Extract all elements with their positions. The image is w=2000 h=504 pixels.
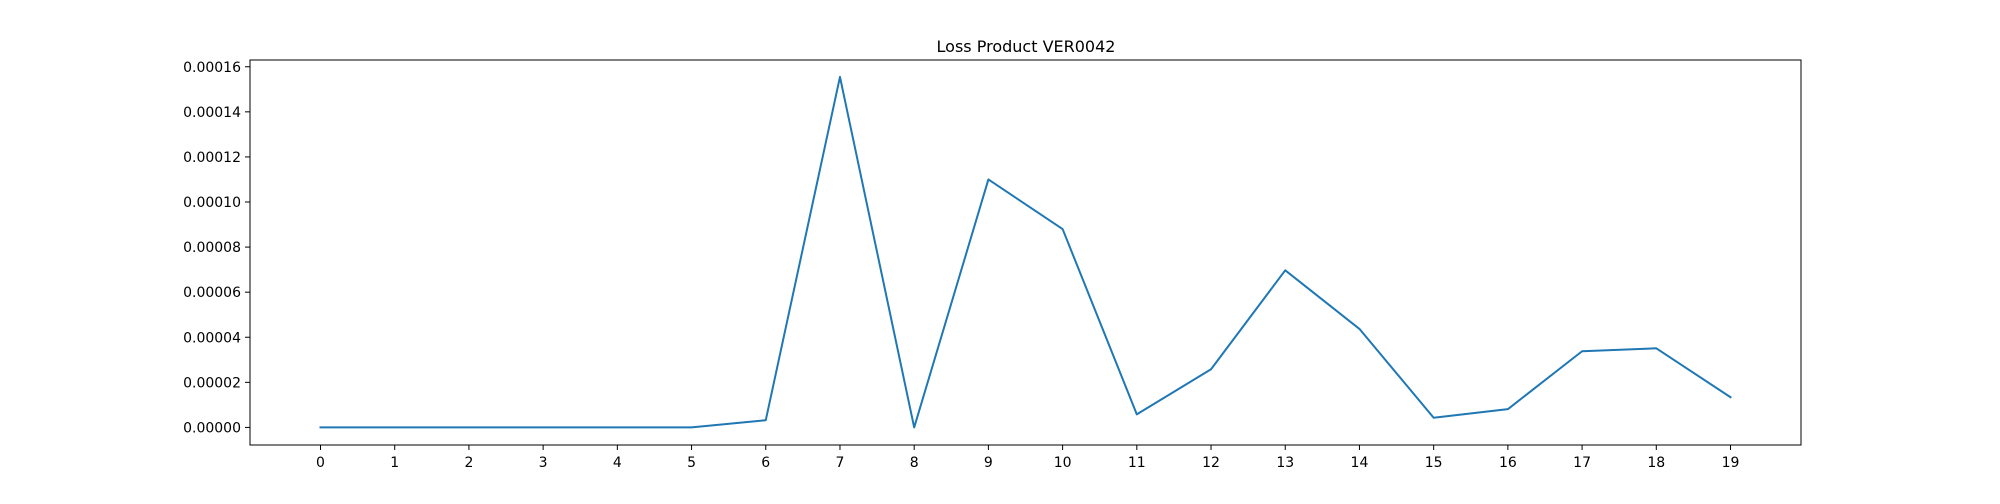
x-tick-label: 12	[1202, 455, 1220, 471]
x-tick-label: 7	[836, 455, 845, 471]
series-group	[320, 77, 1730, 428]
x-tick-label: 2	[464, 455, 473, 471]
series-line	[321, 77, 1731, 428]
x-tick-label: 5	[687, 455, 696, 471]
y-tick-label: 0.00002	[183, 375, 241, 391]
x-tick-label: 18	[1647, 455, 1665, 471]
plot-area-frame	[250, 60, 1801, 445]
x-tick-label: 8	[910, 455, 919, 471]
x-tick-label: 4	[613, 455, 622, 471]
y-tick-label: 0.00004	[183, 330, 241, 346]
x-tick-label: 19	[1722, 455, 1740, 471]
y-tick-label: 0.00008	[183, 240, 241, 256]
x-tick-label: 15	[1425, 455, 1443, 471]
x-tick-label: 17	[1573, 455, 1591, 471]
x-tick-label: 3	[539, 455, 548, 471]
x-tick-label: 11	[1128, 455, 1146, 471]
y-tick-label: 0.00014	[183, 105, 241, 121]
y-tick-label: 0.00012	[183, 150, 241, 166]
chart-title: Loss Product VER0042	[937, 37, 1116, 56]
y-tick-label: 0.00016	[183, 60, 241, 76]
x-tick-label: 0	[316, 455, 325, 471]
x-tick-label: 13	[1276, 455, 1294, 471]
y-tick-label: 0.00006	[183, 285, 241, 301]
y-tick-label: 0.00000	[183, 420, 241, 436]
x-tick-label: 9	[984, 455, 993, 471]
x-tick-label: 6	[761, 455, 770, 471]
x-tick-label: 10	[1054, 455, 1072, 471]
x-tick-label: 16	[1499, 455, 1517, 471]
y-tick-label: 0.00010	[183, 195, 241, 211]
y-axis-ticks: 0.00000 0.00002 0.00004 0.00006 0.00008 0.000…	[183, 60, 250, 437]
x-tick-label: 1	[390, 455, 399, 471]
x-tick-label: 14	[1351, 455, 1369, 471]
